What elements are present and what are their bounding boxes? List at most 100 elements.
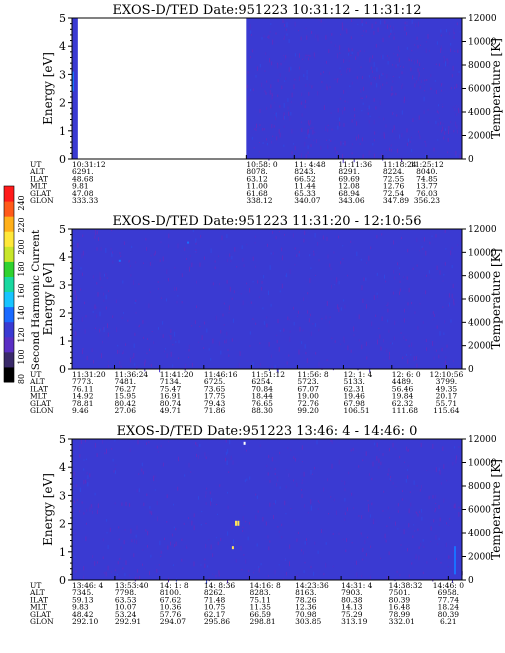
ephemeris-value: 65.33 bbox=[294, 189, 316, 198]
ephemeris-value: 298.81 bbox=[249, 617, 275, 626]
colorbar-swatch bbox=[4, 351, 14, 368]
ephemeris-value: 47.08 bbox=[72, 189, 94, 198]
ephemeris-value: 11.00 bbox=[246, 182, 268, 191]
ephemeris-row-label: ILAT bbox=[30, 384, 48, 393]
speck-white bbox=[243, 441, 246, 445]
ephemeris-value: 27.06 bbox=[115, 406, 137, 415]
ephemeris-value: 48.42 bbox=[72, 610, 94, 619]
ephemeris-value: 14:46: 0 bbox=[433, 581, 465, 590]
ephemeris-value: 80.42 bbox=[115, 399, 137, 408]
ephemeris-value: 14:23:36 bbox=[295, 581, 329, 590]
ephemeris-value: 14.92 bbox=[72, 392, 94, 401]
ephemeris-value: 76.03 bbox=[416, 189, 438, 198]
ephemeris-value: 75.11 bbox=[249, 595, 270, 604]
ephemeris-value: 14:31: 4 bbox=[341, 581, 373, 590]
ephemeris-row-label: GLON bbox=[30, 196, 54, 205]
ephemeris-value: 78.99 bbox=[389, 610, 411, 619]
speck bbox=[118, 259, 121, 262]
ephemeris-value: 11.35 bbox=[249, 603, 271, 612]
ephemeris-value: 80.39 bbox=[389, 595, 411, 604]
ephemeris-value: 15.95 bbox=[115, 392, 137, 401]
y2-tick-label: 6000 bbox=[468, 295, 491, 305]
ephemeris-value: 71.48 bbox=[204, 595, 226, 604]
ephemeris-value: 72.55 bbox=[383, 174, 405, 183]
y2-tick-label: 8000 bbox=[468, 61, 491, 71]
ephemeris-row-label: GLON bbox=[30, 406, 54, 415]
ephemeris-value: 8040. bbox=[416, 167, 437, 176]
y-tick-label: 2 bbox=[59, 518, 66, 531]
y2-tick-label: 2000 bbox=[468, 342, 491, 352]
colorbar-tick-label: 120 bbox=[17, 327, 26, 342]
ephemeris-value: 76.11 bbox=[72, 384, 93, 393]
ephemeris-row-label: MLT bbox=[30, 392, 47, 401]
ephemeris-value: 8100. bbox=[160, 588, 181, 597]
ephemeris-value: 20.17 bbox=[436, 392, 458, 401]
y2-tick-label: 12000 bbox=[468, 14, 497, 24]
ephemeris-value: 12.08 bbox=[338, 182, 360, 191]
y2-tick-label: 0 bbox=[468, 365, 474, 375]
colorbar-tick-label: 80 bbox=[17, 374, 26, 384]
ephemeris-value: 6.21 bbox=[440, 617, 457, 626]
ephemeris-value: 338.12 bbox=[246, 196, 272, 205]
ephemeris-value: 62.32 bbox=[392, 399, 414, 408]
ephemeris-value: 111.68 bbox=[392, 406, 418, 415]
ephemeris-value: 14: 8:36 bbox=[204, 581, 236, 590]
ephemeris-row-label: ALT bbox=[29, 167, 45, 176]
ephemeris-value: 4489. bbox=[392, 377, 413, 386]
colorbar-swatch bbox=[4, 336, 14, 353]
y-tick-label: 3 bbox=[59, 68, 66, 81]
ephemeris-value: 9.46 bbox=[72, 406, 89, 415]
end-strip bbox=[454, 546, 456, 575]
ephemeris-value: 67.07 bbox=[297, 384, 319, 393]
y-tick-label: 2 bbox=[59, 97, 66, 110]
y2-axis-label: Temperature [K] bbox=[489, 249, 503, 350]
ephemeris-value: 77.74 bbox=[438, 595, 460, 604]
ephemeris-value: 12.36 bbox=[295, 603, 317, 612]
y2-tick-label: 8000 bbox=[468, 272, 491, 282]
ephemeris-value: 68.94 bbox=[338, 189, 360, 198]
y-tick-label: 5 bbox=[59, 433, 66, 446]
ephemeris-value: 340.07 bbox=[294, 196, 320, 205]
colorbar-swatch bbox=[4, 366, 14, 383]
y2-tick-label: 2000 bbox=[468, 553, 491, 563]
ephemeris-value: 10.07 bbox=[115, 603, 137, 612]
colorbar-swatch bbox=[4, 201, 14, 217]
ephemeris-value: 61.68 bbox=[246, 189, 268, 198]
ephemeris-value: 49.71 bbox=[160, 406, 181, 415]
colorbar-swatch bbox=[4, 321, 14, 338]
ephemeris-value: 5133. bbox=[343, 377, 364, 386]
ephemeris-value: 313.19 bbox=[341, 617, 367, 626]
y2-tick-label: 4000 bbox=[468, 318, 491, 328]
ephemeris-value: 8163. bbox=[295, 588, 316, 597]
ephemeris-value: 14.13 bbox=[341, 603, 363, 612]
ephemeris-value: 14:16: 8 bbox=[249, 581, 281, 590]
ephemeris-value: 10:31:12 bbox=[72, 160, 106, 169]
ephemeris-value: 57.76 bbox=[160, 610, 182, 619]
panel-title: EXOS-D/TED Date:951223 13:46: 4 - 14:46:… bbox=[117, 424, 418, 439]
ephemeris-value: 11:11:36 bbox=[338, 160, 372, 169]
y2-tick-label: 6000 bbox=[468, 85, 491, 95]
ephemeris-value: 79.43 bbox=[204, 399, 226, 408]
ephemeris-value: 8262. bbox=[204, 588, 225, 597]
ephemeris-value: 73.65 bbox=[204, 384, 226, 393]
speck-hot bbox=[237, 520, 240, 526]
spectrogram-background bbox=[72, 439, 462, 580]
ephemeris-value: 7134. bbox=[160, 377, 181, 386]
ephemeris-value: 8283. bbox=[249, 588, 270, 597]
ephemeris-row-label: ILAT bbox=[30, 595, 48, 604]
panel-title: EXOS-D/TED Date:951223 10:31:12 - 11:31:… bbox=[112, 3, 421, 18]
y-tick-label: 2 bbox=[59, 307, 66, 320]
ephemeris-value: 88.30 bbox=[251, 406, 273, 415]
y2-tick-label: 10000 bbox=[468, 38, 497, 48]
colorbar-tick-label: 140 bbox=[17, 305, 26, 320]
y2-tick-label: 12000 bbox=[468, 435, 497, 445]
ephemeris-value: 10.75 bbox=[204, 603, 226, 612]
y-tick-label: 0 bbox=[59, 363, 66, 376]
ephemeris-value: 9.83 bbox=[72, 603, 89, 612]
ephemeris-value: 7501. bbox=[389, 588, 410, 597]
ephemeris-value: 292.91 bbox=[115, 617, 141, 626]
ephemeris-value: 63.12 bbox=[246, 174, 268, 183]
ephemeris-value: 75.29 bbox=[341, 610, 363, 619]
ephemeris-value: 16.48 bbox=[389, 603, 411, 612]
